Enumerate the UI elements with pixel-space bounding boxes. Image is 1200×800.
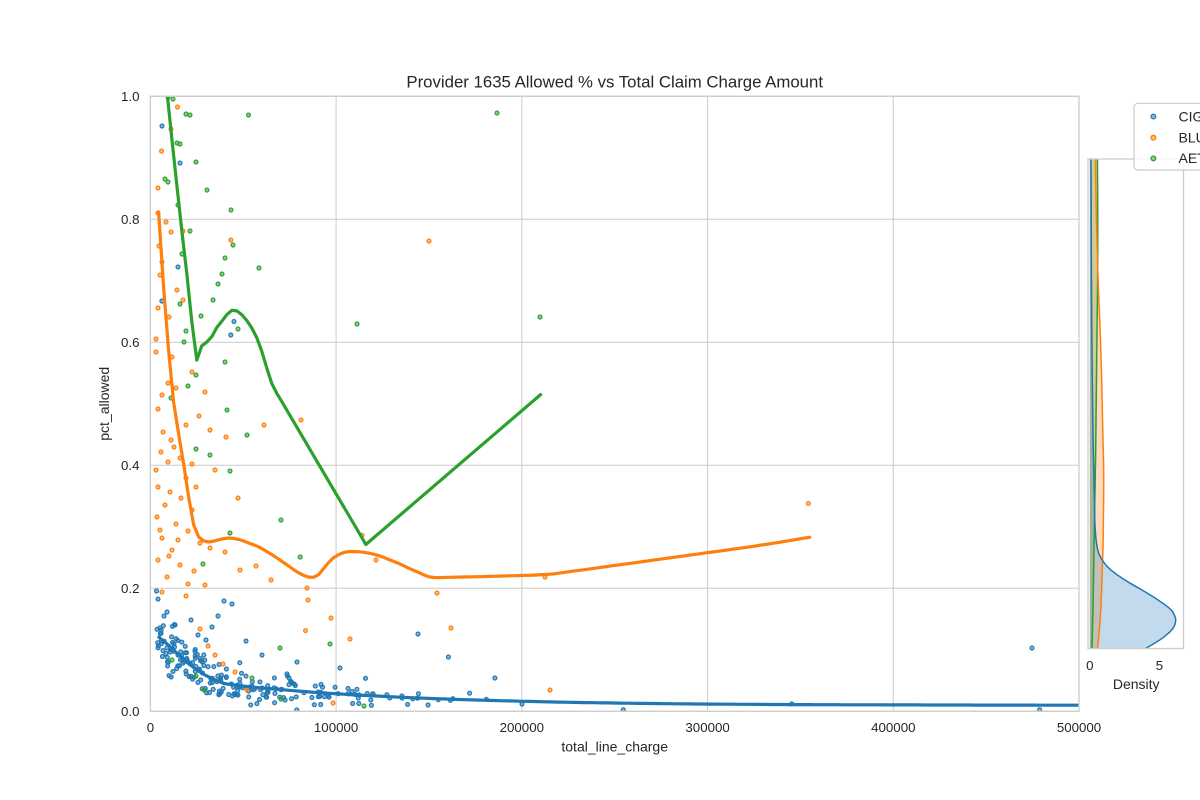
svg-text:100000: 100000 <box>314 720 358 735</box>
svg-text:CIGNA: CIGNA <box>1179 108 1200 124</box>
svg-text:0.8: 0.8 <box>121 212 140 227</box>
svg-text:0: 0 <box>1086 658 1093 673</box>
svg-text:pct_allowed: pct_allowed <box>96 367 112 441</box>
svg-text:AETNA: AETNA <box>1179 150 1200 166</box>
svg-text:5: 5 <box>1156 658 1163 673</box>
svg-text:Density: Density <box>1113 676 1160 692</box>
svg-text:1.0: 1.0 <box>121 89 140 104</box>
svg-text:Provider 1635 Allowed % vs Tot: Provider 1635 Allowed % vs Total Claim C… <box>406 73 823 92</box>
svg-text:500000: 500000 <box>1057 720 1101 735</box>
svg-text:BLUE CROSS: BLUE CROSS <box>1179 130 1200 146</box>
svg-text:300000: 300000 <box>685 720 729 735</box>
svg-text:0: 0 <box>147 720 154 735</box>
svg-text:400000: 400000 <box>871 720 915 735</box>
svg-text:0.0: 0.0 <box>121 704 140 719</box>
svg-text:0.2: 0.2 <box>121 581 140 596</box>
svg-text:0.4: 0.4 <box>121 458 140 473</box>
svg-text:0.6: 0.6 <box>121 335 140 350</box>
svg-text:total_line_charge: total_line_charge <box>561 738 668 754</box>
svg-text:200000: 200000 <box>500 720 544 735</box>
